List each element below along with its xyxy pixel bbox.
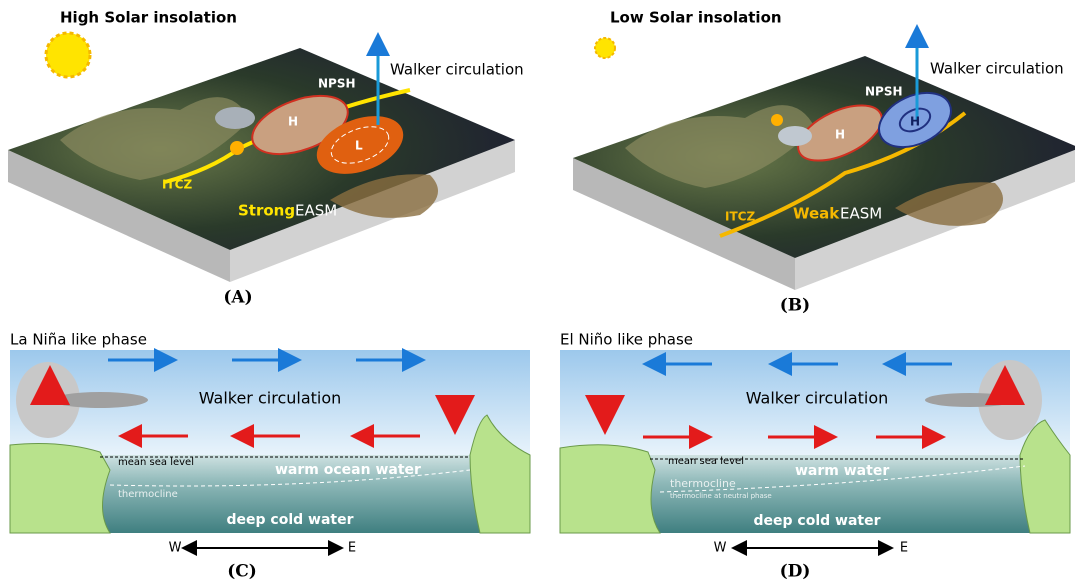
itcz-label: ITCZ <box>162 178 192 192</box>
panel-d: El Niño like phase Walker circulation me… <box>559 331 1071 582</box>
east-label: E <box>348 541 356 556</box>
panel-title: High Solar insolation <box>60 9 237 27</box>
monsoon-label: EASM <box>840 205 882 223</box>
panel-label: (B) <box>780 296 810 316</box>
thermocline-label: thermocline <box>670 477 736 490</box>
panel-a: High Solar insolation NPSH H L Walker ci… <box>8 9 524 308</box>
sea-level-label: mean sea level <box>118 457 194 468</box>
strength-label: Weak <box>793 205 840 223</box>
panel-label: (C) <box>227 562 257 582</box>
thermocline-neutral-label: thermocline at neutral phase <box>670 492 772 500</box>
panel-b: Low Solar insolation NPSH H H Walker cir… <box>573 9 1075 316</box>
high-label: H <box>288 115 298 129</box>
low-label: L <box>355 139 363 153</box>
walker-label: Walker circulation <box>199 389 342 408</box>
high-label: H <box>910 115 920 129</box>
thermocline-label: thermocline <box>118 489 178 500</box>
npsh-label: NPSH <box>865 85 903 99</box>
walker-label: Walker circulation <box>930 60 1064 78</box>
panel-label: (A) <box>223 288 252 308</box>
panel-title: El Niño like phase <box>560 331 693 349</box>
npsh-label: NPSH <box>318 77 356 91</box>
deep-label: deep cold water <box>754 513 881 529</box>
panel-title: Low Solar insolation <box>610 9 782 27</box>
panel-label: (D) <box>780 562 811 582</box>
sea-level-label: mean sea level <box>668 456 744 467</box>
west-label: W <box>169 541 182 556</box>
warm-label: warm ocean water <box>275 462 421 478</box>
deep-label: deep cold water <box>227 512 354 528</box>
east-label: E <box>900 541 908 556</box>
panel-title: La Niña like phase <box>10 331 147 349</box>
west-label: W <box>714 541 727 556</box>
high-label: H <box>835 128 845 142</box>
strength-label: Strong <box>238 202 295 220</box>
walker-label: Walker circulation <box>390 61 524 79</box>
panel-c: La Niña like phase Walker circulation me… <box>9 331 531 582</box>
monsoon-label: EASM <box>295 202 337 220</box>
warm-label: warm water <box>795 463 889 479</box>
walker-label: Walker circulation <box>746 389 889 408</box>
itcz-label: ITCZ <box>725 210 755 224</box>
